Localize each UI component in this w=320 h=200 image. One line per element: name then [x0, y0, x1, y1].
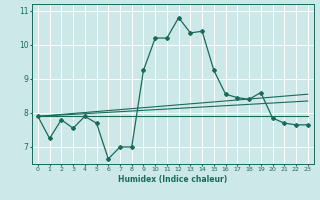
X-axis label: Humidex (Indice chaleur): Humidex (Indice chaleur) [118, 175, 228, 184]
